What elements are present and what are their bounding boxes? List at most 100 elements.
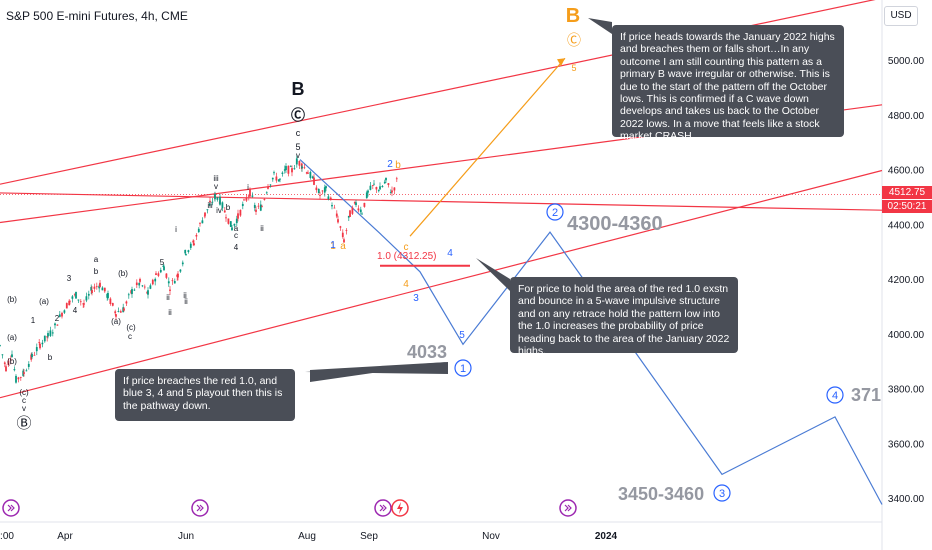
annotation-pointer bbox=[588, 18, 612, 34]
candle-body bbox=[331, 205, 333, 207]
candle-body bbox=[51, 332, 54, 334]
annotation-box-top[interactable]: If price heads towards the January 2022 … bbox=[612, 25, 844, 142]
candle-body bbox=[185, 254, 187, 255]
wave-label: b bbox=[48, 353, 53, 362]
candle-body bbox=[151, 279, 154, 285]
candle-body bbox=[231, 227, 233, 231]
wave-label: ii bbox=[183, 291, 187, 300]
bearish-projection-path bbox=[299, 159, 883, 505]
candle-body bbox=[223, 210, 226, 213]
wave-circle-marker bbox=[454, 359, 472, 377]
fib-level-label: 1.0 (4312.25) bbox=[377, 251, 437, 262]
annotation-pointer bbox=[476, 258, 510, 291]
wave-label: i bbox=[175, 225, 177, 234]
candle-body bbox=[341, 232, 344, 237]
candle-body bbox=[77, 299, 80, 301]
wave-label: b bbox=[94, 267, 99, 276]
wave-label: (a) bbox=[7, 333, 17, 342]
lightning-icon bbox=[397, 502, 403, 514]
candle-body bbox=[31, 353, 33, 358]
candle-body bbox=[93, 286, 96, 289]
candle-body bbox=[38, 342, 41, 343]
candle-body bbox=[181, 262, 184, 265]
wave-label: B bbox=[566, 5, 580, 27]
wave-label: a bbox=[340, 241, 346, 252]
candle-body bbox=[165, 273, 168, 278]
candle-body bbox=[163, 266, 165, 271]
wave-label: 2 bbox=[55, 314, 60, 323]
candle-body bbox=[157, 273, 160, 276]
currency-button[interactable]: USD bbox=[884, 6, 918, 26]
candle-body bbox=[303, 167, 306, 169]
wave-label: 4 bbox=[447, 248, 453, 259]
wave-label: c bbox=[296, 128, 301, 138]
candle-body bbox=[353, 201, 356, 204]
event-marker-glyph bbox=[379, 504, 387, 512]
candle-body bbox=[305, 172, 308, 174]
price-axis-label: 3400.00 bbox=[888, 494, 925, 505]
candle-body bbox=[233, 223, 236, 226]
candle-body bbox=[5, 366, 7, 372]
wave-label: ii bbox=[184, 297, 188, 306]
candle-body bbox=[135, 282, 138, 286]
symbol-title[interactable]: S&P 500 E-mini Futures, 4h, CME bbox=[6, 9, 188, 23]
wave-label: i bbox=[247, 183, 249, 192]
annotation-box-middle[interactable]: For price to hold the area of the red 1.… bbox=[510, 277, 738, 357]
candle-body bbox=[169, 289, 171, 291]
candle-body bbox=[375, 187, 378, 190]
candle-body bbox=[56, 324, 59, 326]
candle-body bbox=[323, 187, 326, 193]
candle-body bbox=[255, 209, 257, 212]
candle-body bbox=[87, 293, 90, 296]
annotation-box-bottom[interactable]: If price breaches the red 1.0, and blue … bbox=[115, 369, 295, 421]
wave-label: (a) bbox=[111, 317, 121, 326]
candle-body bbox=[239, 209, 242, 216]
candle-body bbox=[214, 194, 216, 200]
candle-body bbox=[243, 199, 245, 201]
price-axis-label: 4000.00 bbox=[888, 330, 925, 341]
candle-body bbox=[33, 354, 36, 356]
candle-body bbox=[319, 195, 321, 196]
wave-label: 3 bbox=[67, 274, 72, 283]
candle-body bbox=[349, 210, 351, 217]
candle-body bbox=[277, 179, 280, 182]
wave-label: 2 bbox=[387, 159, 393, 170]
candle-body bbox=[117, 311, 120, 312]
wave-label: 4 bbox=[234, 243, 239, 252]
candle-body bbox=[17, 377, 20, 380]
event-marker-glyph bbox=[7, 504, 15, 512]
candle-body bbox=[43, 335, 46, 342]
candle-body bbox=[301, 166, 303, 169]
target-label: 3450-3460 bbox=[618, 484, 704, 504]
candle-body bbox=[46, 336, 49, 338]
candle-body bbox=[127, 294, 130, 296]
candle-body bbox=[114, 311, 117, 314]
candle-body bbox=[15, 375, 17, 383]
candle-body bbox=[247, 195, 250, 197]
candle-body bbox=[287, 165, 290, 174]
candle-body bbox=[171, 280, 174, 282]
wave-label: (a) bbox=[39, 297, 49, 306]
wave-label: 5 bbox=[160, 258, 165, 267]
candle-body bbox=[85, 296, 88, 301]
candle-body bbox=[241, 203, 244, 207]
wave-label: 4 bbox=[73, 306, 78, 315]
projection-arrowhead bbox=[557, 58, 565, 67]
candle-body bbox=[159, 269, 162, 273]
candle-body bbox=[235, 218, 238, 224]
target-label: 4033 bbox=[407, 342, 447, 362]
bullish-projection-path bbox=[409, 57, 566, 237]
candle-body bbox=[107, 293, 109, 299]
candle-body bbox=[201, 220, 204, 224]
candle-body bbox=[327, 196, 330, 200]
candle-body bbox=[371, 185, 374, 186]
candle-body bbox=[73, 294, 76, 296]
candle-body bbox=[133, 289, 136, 291]
candle-body bbox=[109, 298, 112, 304]
candle-body bbox=[317, 188, 320, 193]
wave-label: (b) bbox=[118, 269, 128, 278]
candle-body bbox=[289, 166, 292, 168]
candle-body bbox=[383, 181, 386, 184]
